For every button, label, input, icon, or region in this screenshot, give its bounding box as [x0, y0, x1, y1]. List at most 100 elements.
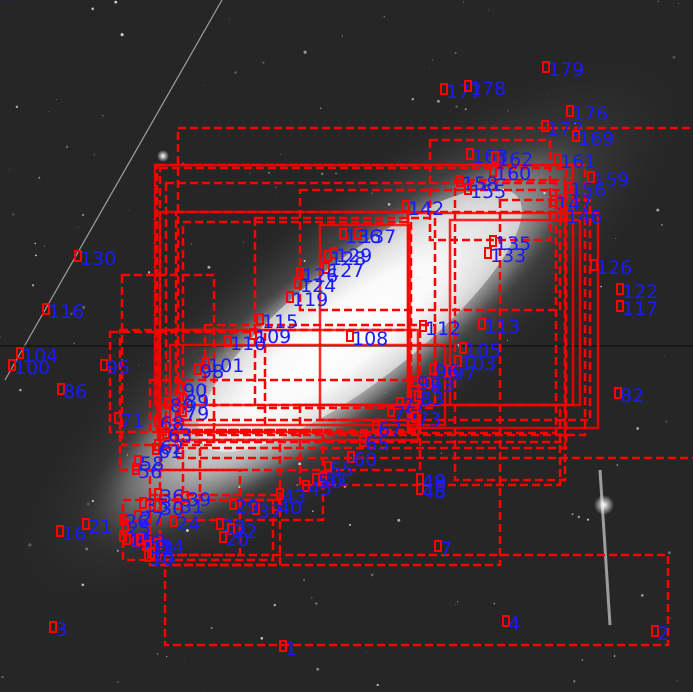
- detection-label: 12: [150, 538, 174, 560]
- detection-label: 119: [292, 289, 328, 311]
- detection-label: 97: [452, 363, 476, 385]
- detection-marker: [170, 515, 178, 527]
- detection-label: 179: [548, 59, 584, 81]
- detection-label: 2: [657, 623, 669, 645]
- detection-marker: [134, 510, 142, 522]
- detection-label: 20: [225, 529, 249, 551]
- detection-label: 48: [422, 481, 446, 503]
- detection-label: 116: [48, 301, 84, 323]
- detection-box: [298, 403, 562, 487]
- detection-label: 89: [185, 391, 209, 413]
- detection-marker: [339, 228, 347, 240]
- detection-label: 126: [302, 265, 338, 287]
- detection-marker: [484, 247, 492, 259]
- detection-marker: [229, 498, 237, 510]
- detection-marker: [100, 359, 108, 371]
- detection-label: 65: [365, 433, 389, 455]
- detection-label: 172: [547, 118, 583, 140]
- detection-label: 16: [62, 523, 86, 545]
- detection-marker: [162, 427, 170, 439]
- detection-label: 21: [88, 516, 112, 538]
- detection-marker: [179, 393, 187, 405]
- detection-label: 129: [336, 245, 372, 267]
- detection-box: [155, 163, 587, 437]
- detection-label: 137: [360, 226, 396, 248]
- detection-marker: [489, 165, 497, 177]
- detection-label: 63: [168, 425, 192, 447]
- detection-box: [453, 178, 567, 482]
- detection-label: 4: [508, 613, 520, 635]
- detection-marker: [216, 518, 224, 530]
- detection-label: 124: [300, 275, 336, 297]
- detection-marker: [324, 250, 332, 262]
- bright-star: [594, 495, 614, 515]
- detection-label: 27: [140, 508, 164, 530]
- detection-marker: [136, 533, 144, 545]
- detection-marker: [614, 387, 622, 399]
- detection-label: 51: [325, 469, 349, 491]
- detection-label: 92: [417, 373, 441, 395]
- detection-label: 40: [278, 497, 302, 519]
- detection-marker: [456, 175, 464, 187]
- detection-label: 162: [497, 149, 533, 171]
- detection-label: 31: [180, 496, 204, 518]
- detection-marker: [252, 503, 260, 515]
- detection-label: 62: [160, 437, 184, 459]
- detection-label: 71: [120, 410, 144, 432]
- detection-label: 48: [422, 471, 446, 493]
- detection-label: 37: [258, 501, 282, 523]
- detection-label: 135: [495, 233, 531, 255]
- detection-marker: [560, 208, 568, 220]
- detection-marker: [249, 328, 257, 340]
- detection-label: 36: [160, 486, 184, 508]
- detection-marker: [550, 195, 558, 207]
- detection-label: 110: [230, 333, 266, 355]
- detection-label: 45: [308, 478, 332, 500]
- detection-marker: [411, 411, 419, 423]
- detection-label: 109: [255, 326, 291, 348]
- detection-marker: [74, 250, 82, 262]
- detection-label: 79: [185, 403, 209, 425]
- detection-marker: [464, 183, 472, 195]
- detection-marker: [429, 363, 437, 375]
- detection-marker: [219, 531, 227, 543]
- detection-label: 133: [490, 245, 526, 267]
- detection-label: 159: [593, 169, 629, 191]
- detection-label: 178: [470, 78, 506, 100]
- detection-label: 22: [233, 521, 257, 543]
- detection-marker: [396, 397, 404, 409]
- detection-marker: [49, 621, 57, 633]
- detection-marker: [256, 313, 264, 325]
- detection-box: [253, 216, 437, 410]
- detection-marker: [416, 483, 424, 495]
- detection-marker: [542, 61, 550, 73]
- detection-marker: [566, 105, 574, 117]
- detection-label: 122: [622, 281, 658, 303]
- detection-label: 136: [345, 226, 381, 248]
- detection-label: 50: [318, 471, 342, 493]
- detection-label: 146: [566, 206, 602, 228]
- detection-marker: [616, 283, 624, 295]
- detection-label: 112: [425, 318, 461, 340]
- detection-label: 1: [285, 638, 297, 660]
- detection-marker: [179, 405, 187, 417]
- detection-marker: [564, 181, 572, 193]
- detection-label: 105: [465, 340, 501, 362]
- detection-marker: [16, 347, 24, 359]
- detection-label: 10: [150, 548, 174, 570]
- detection-label: 130: [80, 248, 116, 270]
- detection-label: 6: [0, 0, 12, 5]
- detection-label: 67: [378, 419, 402, 441]
- detection-label: 29: [235, 496, 259, 518]
- detection-label: 113: [484, 316, 520, 338]
- detection-marker: [82, 518, 90, 530]
- detection-box: [176, 126, 693, 460]
- detection-label: 86: [63, 381, 87, 403]
- detection-label: 73: [417, 409, 441, 431]
- detection-marker: [56, 525, 64, 537]
- detection-marker: [164, 397, 172, 409]
- detection-box: [163, 553, 670, 647]
- detection-label: 128: [330, 248, 366, 270]
